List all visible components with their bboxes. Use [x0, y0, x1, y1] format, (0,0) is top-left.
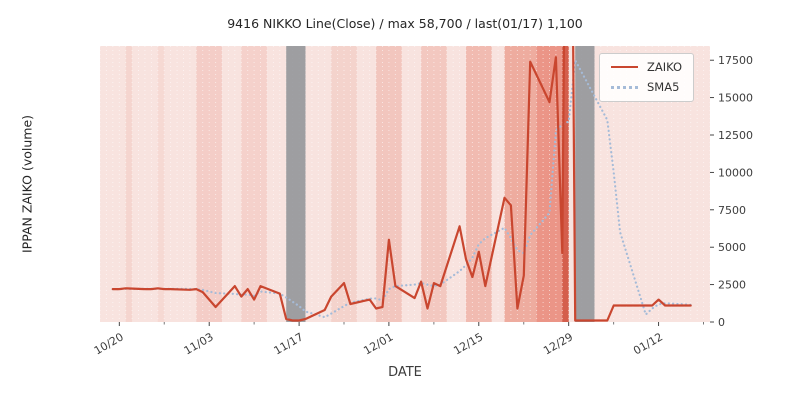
highlight-band — [125, 46, 133, 322]
chart-title: 9416 NIKKO Line(Close) / max 58,700 / la… — [227, 16, 583, 31]
x-tick-label: 01/12 — [631, 330, 665, 357]
volume-heat-bands — [125, 46, 569, 322]
y-tick-label: 12500 — [718, 129, 753, 142]
legend: ZAIKO SMA5 — [599, 53, 695, 102]
x-tick-label: 12/15 — [451, 330, 485, 357]
y-tick-label: 17500 — [718, 54, 753, 67]
highlight-band — [575, 46, 595, 322]
y-tick-label: 2500 — [718, 279, 746, 292]
x-tick-label: 12/29 — [541, 330, 575, 357]
zaiko-line — [111, 46, 692, 322]
x-axis-ticks: 10/20 11/03 11/17 12/01 12/15 12/29 01/12 — [92, 322, 704, 357]
highlight-band — [562, 46, 569, 322]
highlight-band — [504, 46, 537, 322]
x-tick-label: 12/01 — [361, 330, 395, 357]
y-tick-label: 7500 — [718, 204, 746, 217]
highlight-band — [241, 46, 267, 322]
y-tick-label: 15000 — [718, 92, 753, 105]
highlight-band — [466, 46, 492, 322]
x-tick-label: 11/03 — [182, 330, 216, 357]
legend-label-zaiko: ZAIKO — [647, 60, 683, 74]
highlight-band — [196, 46, 222, 322]
highlight-band — [331, 46, 357, 322]
x-tick-label: 10/20 — [92, 330, 126, 357]
legend-item-zaiko: ZAIKO — [611, 60, 682, 74]
highlight-band — [376, 46, 402, 322]
legend-item-sma5: SMA5 — [611, 80, 682, 94]
x-tick-label: 11/17 — [272, 330, 306, 357]
closed-period-bands — [286, 46, 595, 322]
zaiko-line-swatch-icon — [611, 66, 638, 68]
legend-label-sma5: SMA5 — [647, 80, 680, 94]
y-axis-label: IPPAN ZAIKO (volume) — [19, 114, 35, 254]
y-tick-label: 10000 — [718, 166, 753, 179]
highlight-band — [286, 46, 306, 322]
y-tick-label: 0 — [718, 316, 725, 329]
sma5-line-swatch-icon — [611, 85, 638, 89]
y-axis-ticks: 0 2500 5000 7500 10000 12500 15000 17500 — [710, 54, 753, 329]
highlight-band — [157, 46, 165, 322]
y-tick-label: 5000 — [718, 241, 746, 254]
x-axis-label: DATE — [388, 365, 422, 380]
